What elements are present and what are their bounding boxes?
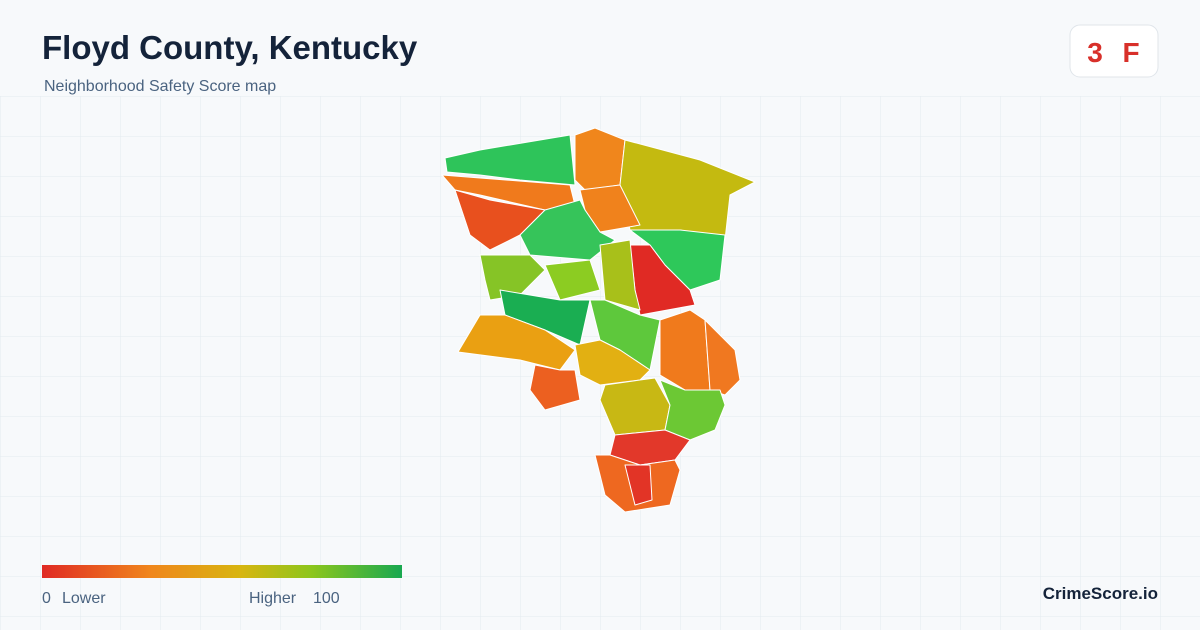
score-value: 3 [1087,37,1103,68]
region [544,259,601,301]
region [579,184,641,233]
region [599,239,641,311]
region [529,364,581,411]
region [444,134,576,186]
legend-max-label: Higher [249,590,297,607]
region [574,339,651,386]
region [659,309,711,391]
legend-min-label: Lower [62,590,106,607]
region [574,127,626,191]
county-map [441,127,756,513]
subtitle: Neighborhood Safety Score map [44,78,276,95]
region [519,199,616,261]
score-grade: F [1122,37,1139,68]
legend-max: 100 [313,590,340,607]
title: Floyd County, Kentucky [42,29,418,66]
brand: CrimeScore.io [1043,584,1158,603]
region [704,319,741,396]
region [457,314,576,371]
region [624,464,653,506]
score-badge [1069,24,1159,78]
legend-min: 0 [42,590,51,607]
legend-gradient [42,565,402,578]
region [659,379,726,441]
